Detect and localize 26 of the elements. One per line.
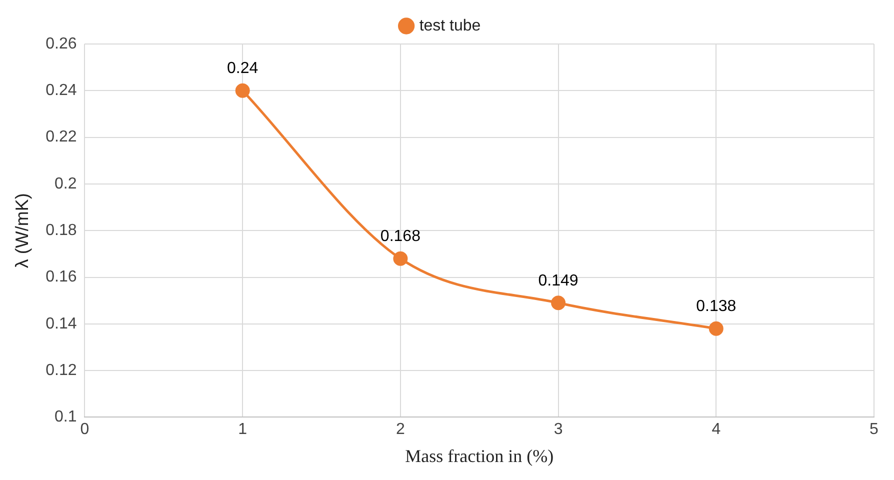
x-tick-label: 5: [870, 421, 879, 438]
point: [235, 83, 250, 98]
data-label: 0.138: [696, 298, 736, 315]
x-tick-label: 0: [80, 421, 90, 438]
point: [708, 321, 724, 336]
y-tick-label: 0.12: [46, 362, 77, 379]
y-tick-label: 0.26: [46, 35, 77, 52]
y-tick-label: 0.16: [46, 268, 77, 286]
data-label: 0.24: [227, 60, 258, 78]
point: [393, 251, 408, 266]
y-tick-label: 0.22: [46, 128, 77, 146]
x-tick-label: 1: [238, 421, 248, 438]
y-tick-label: 0.2: [54, 175, 77, 192]
y-tick-label: 0.14: [46, 315, 77, 332]
x-tick-label: 2: [396, 421, 405, 438]
y-axis-title: λ (W/mK): [12, 193, 32, 268]
y-tick-label: 0.24: [46, 82, 77, 100]
point: [551, 296, 566, 310]
data-label: 0.168: [380, 228, 421, 245]
y-tick-label: 0.18: [46, 222, 77, 240]
x-axis-title: Mass fraction in (%): [405, 446, 554, 466]
legend-label: test tube: [419, 17, 481, 34]
y-tick-label: 0.1: [54, 408, 77, 426]
x-tick-label: 3: [554, 421, 563, 438]
x-tick-label: 4: [712, 421, 721, 438]
data-label: 0.149: [538, 272, 578, 290]
